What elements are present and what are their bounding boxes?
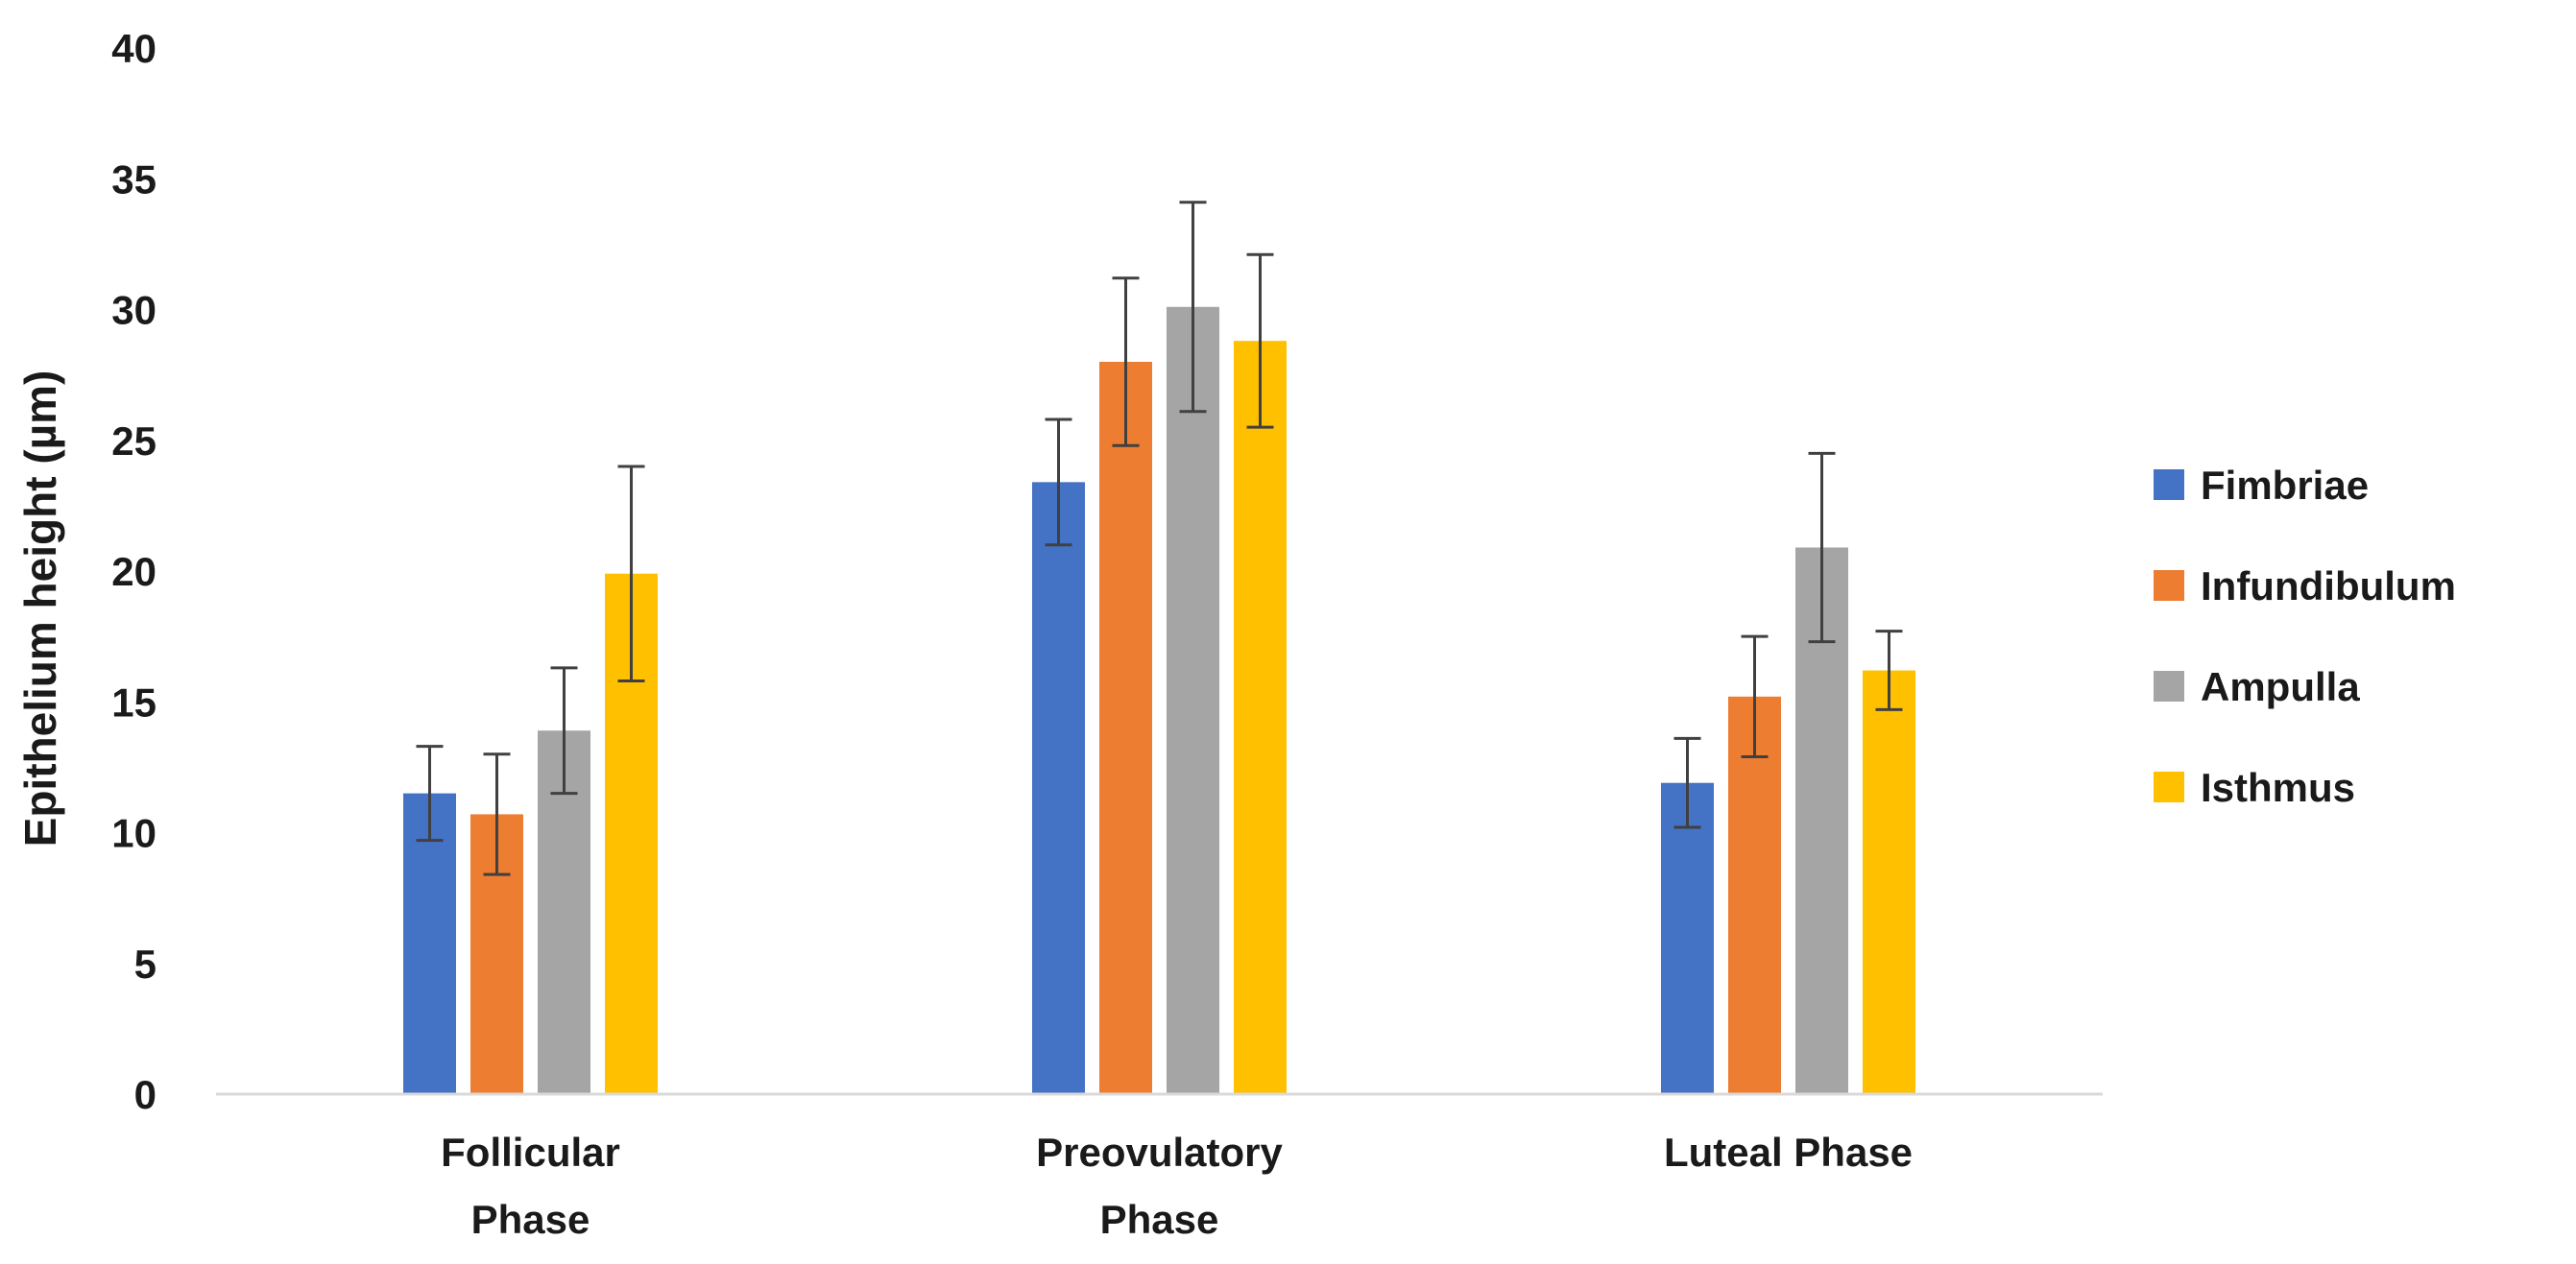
error-bar-fimbriae: [1045, 417, 1072, 547]
y-axis-ticks: 0 5 10 15 20 25 30 35 40: [111, 26, 156, 1117]
error-bar-ampulla: [1808, 451, 1836, 644]
legend-label-fimbriae: Fimbriae: [2201, 463, 2369, 508]
y-tick-label: 40: [111, 26, 156, 71]
bar-fimbriae: [403, 793, 456, 1094]
error-bar-infundibulum: [483, 752, 511, 876]
error-bar-isthmus: [1875, 630, 1903, 711]
error-bars: [416, 201, 1903, 876]
error-bar-ampulla: [1179, 201, 1207, 414]
x-category-label: Phase: [1100, 1197, 1219, 1242]
error-bar-fimbriae: [1673, 736, 1701, 829]
y-tick-label: 5: [134, 942, 156, 987]
legend-swatch-fimbriae: [2154, 469, 2184, 500]
legend-swatch-infundibulum: [2154, 570, 2184, 601]
error-bar-isthmus: [617, 465, 645, 682]
error-bar-infundibulum: [1741, 634, 1769, 758]
legend: Fimbriae Infundibulum Ampulla Isthmus: [2154, 463, 2456, 810]
y-tick-label: 25: [111, 418, 156, 464]
x-category-label: Phase: [471, 1197, 590, 1242]
y-tick-label: 30: [111, 288, 156, 333]
bar-infundibulum: [1099, 362, 1152, 1094]
bar-series: [403, 306, 1915, 1095]
x-category-label: Luteal Phase: [1664, 1130, 1913, 1175]
bar-ampulla: [1167, 306, 1219, 1094]
y-tick-label: 35: [111, 156, 156, 202]
error-bar-ampulla: [550, 666, 578, 796]
legend-swatch-isthmus: [2154, 772, 2184, 802]
legend-label-ampulla: Ampulla: [2201, 664, 2360, 709]
legend-label-isthmus: Isthmus: [2201, 765, 2355, 810]
bar-isthmus: [1234, 341, 1287, 1094]
x-category-label: Follicular: [441, 1130, 620, 1175]
y-tick-label: 20: [111, 549, 156, 594]
y-tick-label: 0: [134, 1072, 156, 1117]
legend-label-infundibulum: Infundibulum: [2201, 563, 2456, 608]
bar-isthmus: [1863, 670, 1915, 1094]
y-tick-label: 10: [111, 811, 156, 856]
error-bar-isthmus: [1246, 252, 1274, 429]
bar-fimbriae: [1661, 782, 1714, 1094]
error-bar-fimbriae: [416, 745, 444, 843]
error-bar-infundibulum: [1112, 276, 1140, 447]
x-category-label: Preovulatory: [1036, 1130, 1283, 1175]
bar-fimbriae: [1032, 482, 1085, 1095]
bar-infundibulum: [1728, 696, 1781, 1094]
legend-swatch-ampulla: [2154, 671, 2184, 702]
x-axis-categories: Follicular Phase Preovulatory Phase Luteal P…: [441, 1130, 1913, 1242]
y-tick-label: 15: [111, 680, 156, 725]
y-axis-label: Epithelium height (µm): [15, 370, 65, 847]
